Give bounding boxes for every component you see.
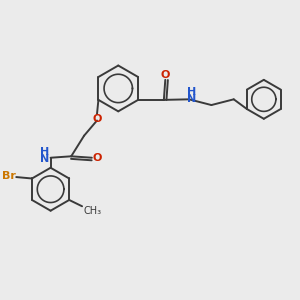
Text: N: N [40,154,49,164]
Text: CH₃: CH₃ [84,206,102,216]
Text: H: H [187,87,196,97]
Text: H: H [40,147,49,157]
Text: O: O [93,153,102,163]
Text: O: O [160,70,170,80]
Text: Br: Br [2,171,15,181]
Text: N: N [187,94,196,104]
Text: O: O [92,114,102,124]
